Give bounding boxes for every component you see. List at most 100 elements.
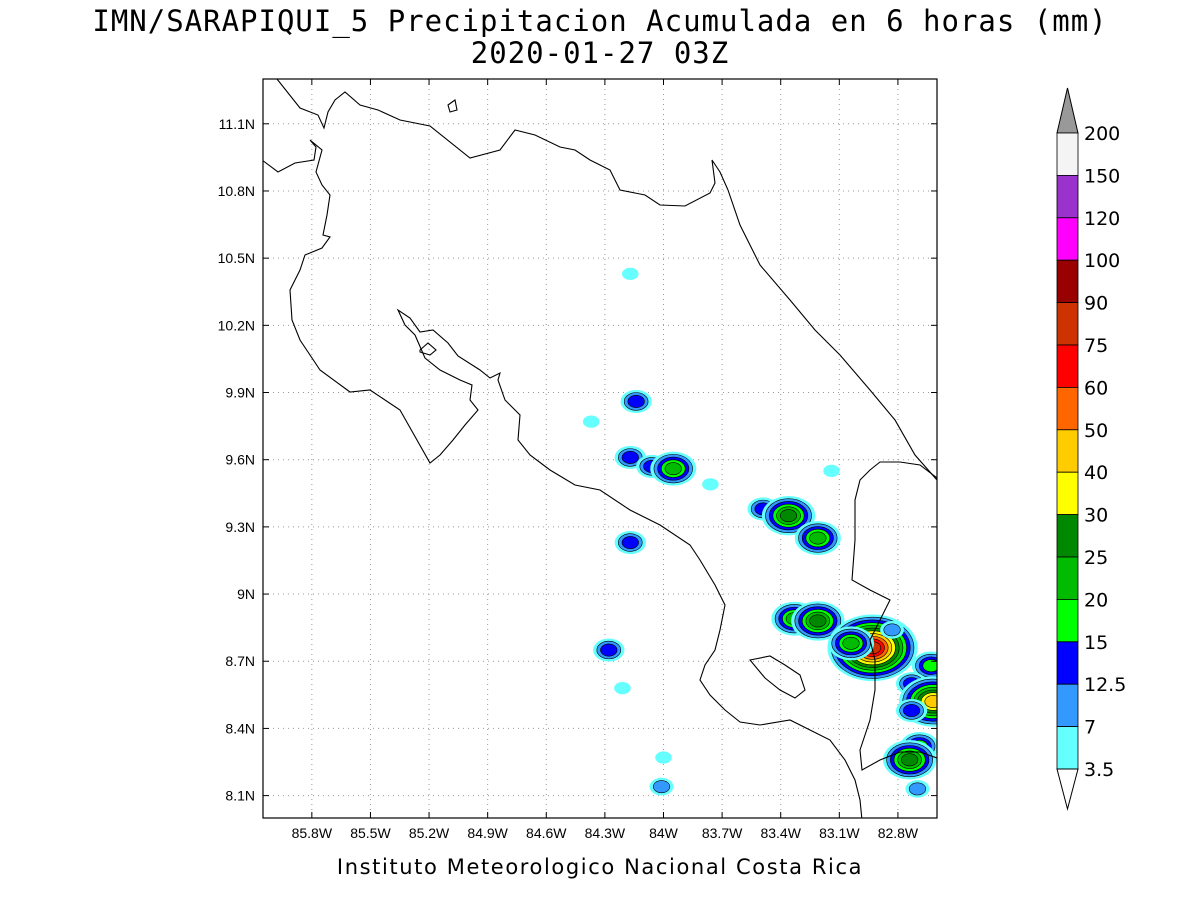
lat-tick-label: 10.2N (218, 317, 255, 333)
precip-cell (655, 751, 672, 764)
precip-cell (828, 626, 875, 661)
precip-contour (924, 695, 937, 708)
lat-tick-label: 9N (237, 586, 255, 602)
precip-cell (620, 389, 652, 414)
precip-cell (791, 601, 845, 641)
precip-cell (702, 478, 719, 491)
plot-frame (262, 78, 938, 819)
precip-contour (809, 531, 827, 545)
lat-tick-label: 9.9N (225, 385, 255, 401)
lon-tick-label: 82.8W (878, 825, 919, 841)
precip-contour (655, 751, 672, 764)
colorbar-label: 12.5 (1084, 674, 1126, 696)
colorbar-swatch (1056, 259, 1079, 304)
lat-tick-label: 8.4N (225, 720, 255, 736)
colorbar-swatch (1056, 683, 1079, 728)
colorbar-top-arrow (1056, 87, 1079, 134)
precipitation-field (582, 267, 937, 798)
precip-contour (614, 681, 631, 695)
colorbar-label: 200 (1084, 123, 1120, 145)
lon-tick-label: 85.2W (409, 825, 450, 841)
precip-cell (614, 530, 646, 555)
colorbar-label: 120 (1084, 208, 1120, 230)
precip-contour (903, 704, 921, 717)
colorbar-label: 90 (1084, 293, 1108, 315)
lon-tick-label: 83.4W (760, 825, 801, 841)
colorbar-label: 60 (1084, 377, 1108, 399)
lat-tick-label: 9.3N (225, 519, 255, 535)
lat-tick-label: 9.6N (225, 452, 255, 468)
colorbar-swatch (1056, 599, 1079, 643)
lat-tick-label: 10.5N (218, 250, 255, 266)
colorbar-label: 50 (1084, 420, 1108, 442)
precip-contour (842, 636, 860, 650)
colorbar-label: 100 (1084, 250, 1120, 272)
colorbar-swatch (1056, 471, 1079, 516)
precip-contour (627, 395, 645, 408)
colorbar-label: 7 (1084, 717, 1096, 739)
colorbar-swatch (1056, 132, 1079, 176)
lat-tick-label: 8.7N (225, 653, 255, 669)
precip-cell (649, 777, 674, 796)
precip-contour (621, 451, 639, 464)
precip-contour (883, 623, 901, 637)
precip-cell (582, 415, 600, 428)
chart-title: IMN/SARAPIQUI_5 Precipitacion Acumulada … (92, 4, 1108, 38)
precip-cell (905, 780, 930, 798)
lon-tick-label: 85.5W (350, 825, 391, 841)
colorbar-swatch (1056, 556, 1079, 600)
colorbar-label: 30 (1084, 505, 1108, 527)
precip-cell (880, 621, 905, 639)
precip-cell (794, 521, 841, 556)
precip-contour (702, 478, 719, 491)
lon-tick-label: 84.3W (585, 825, 626, 841)
precip-contour (582, 415, 600, 428)
lat-tick-label: 11.1N (219, 116, 255, 132)
precip-contour (652, 780, 671, 794)
precip-contour (622, 267, 639, 280)
lat-tick-label: 8.1N (225, 788, 255, 804)
precip-contour (901, 753, 919, 767)
colorbar-label: 25 (1084, 547, 1108, 569)
precip-cell (650, 451, 697, 486)
lon-tick-label: 84.6W (526, 825, 567, 841)
chart-subtitle: 2020-01-27 03Z (470, 36, 730, 70)
colorbar-swatch (1056, 217, 1079, 261)
precip-cell (823, 464, 840, 478)
precip-contour (823, 464, 840, 478)
colorbar-bottom-arrow (1056, 768, 1079, 811)
precip-cell (622, 267, 639, 280)
lon-tick-label: 84.9W (467, 825, 508, 841)
coastline (263, 79, 937, 818)
colorbar-label: 15 (1084, 632, 1108, 654)
precip-contour (621, 536, 639, 549)
precip-contour (922, 659, 937, 673)
colorbar-label: 75 (1084, 335, 1108, 357)
colorbar-swatch (1056, 302, 1079, 346)
lon-tick-label: 85.8W (292, 825, 333, 841)
colorbar-swatch (1056, 726, 1079, 770)
colorbar-swatch (1056, 344, 1079, 388)
axis-ticks: 85.8W 85.5W 85.2W 84.9W 84.6W 84.3W 84W 83.7W 83… (218, 79, 937, 841)
colorbar-swatch (1056, 386, 1079, 431)
lon-tick-label: 84W (649, 825, 679, 841)
lon-tick-label: 83.7W (702, 825, 743, 841)
precip-contour (908, 782, 927, 796)
colorbar-label: 150 (1084, 165, 1120, 187)
precip-contour (664, 462, 682, 476)
precip-cell (895, 698, 928, 723)
precip-contour (779, 509, 798, 523)
map-grid (263, 79, 937, 818)
precip-cell (882, 740, 937, 780)
lon-tick-label: 83.1W (819, 825, 860, 841)
colorbar-label: 20 (1084, 589, 1108, 611)
precip-cell (593, 638, 625, 662)
colorbar: 200 150 120 100 90 75 60 50 40 30 25 20 15 12.5 7 3.5 (1056, 87, 1126, 811)
colorbar-label: 40 (1084, 462, 1108, 484)
colorbar-swatch (1056, 641, 1079, 685)
colorbar-swatch (1056, 174, 1079, 219)
colorbar-swatch (1056, 514, 1079, 558)
colorbar-swatch (1056, 429, 1079, 473)
lat-tick-label: 10.8N (218, 183, 255, 199)
